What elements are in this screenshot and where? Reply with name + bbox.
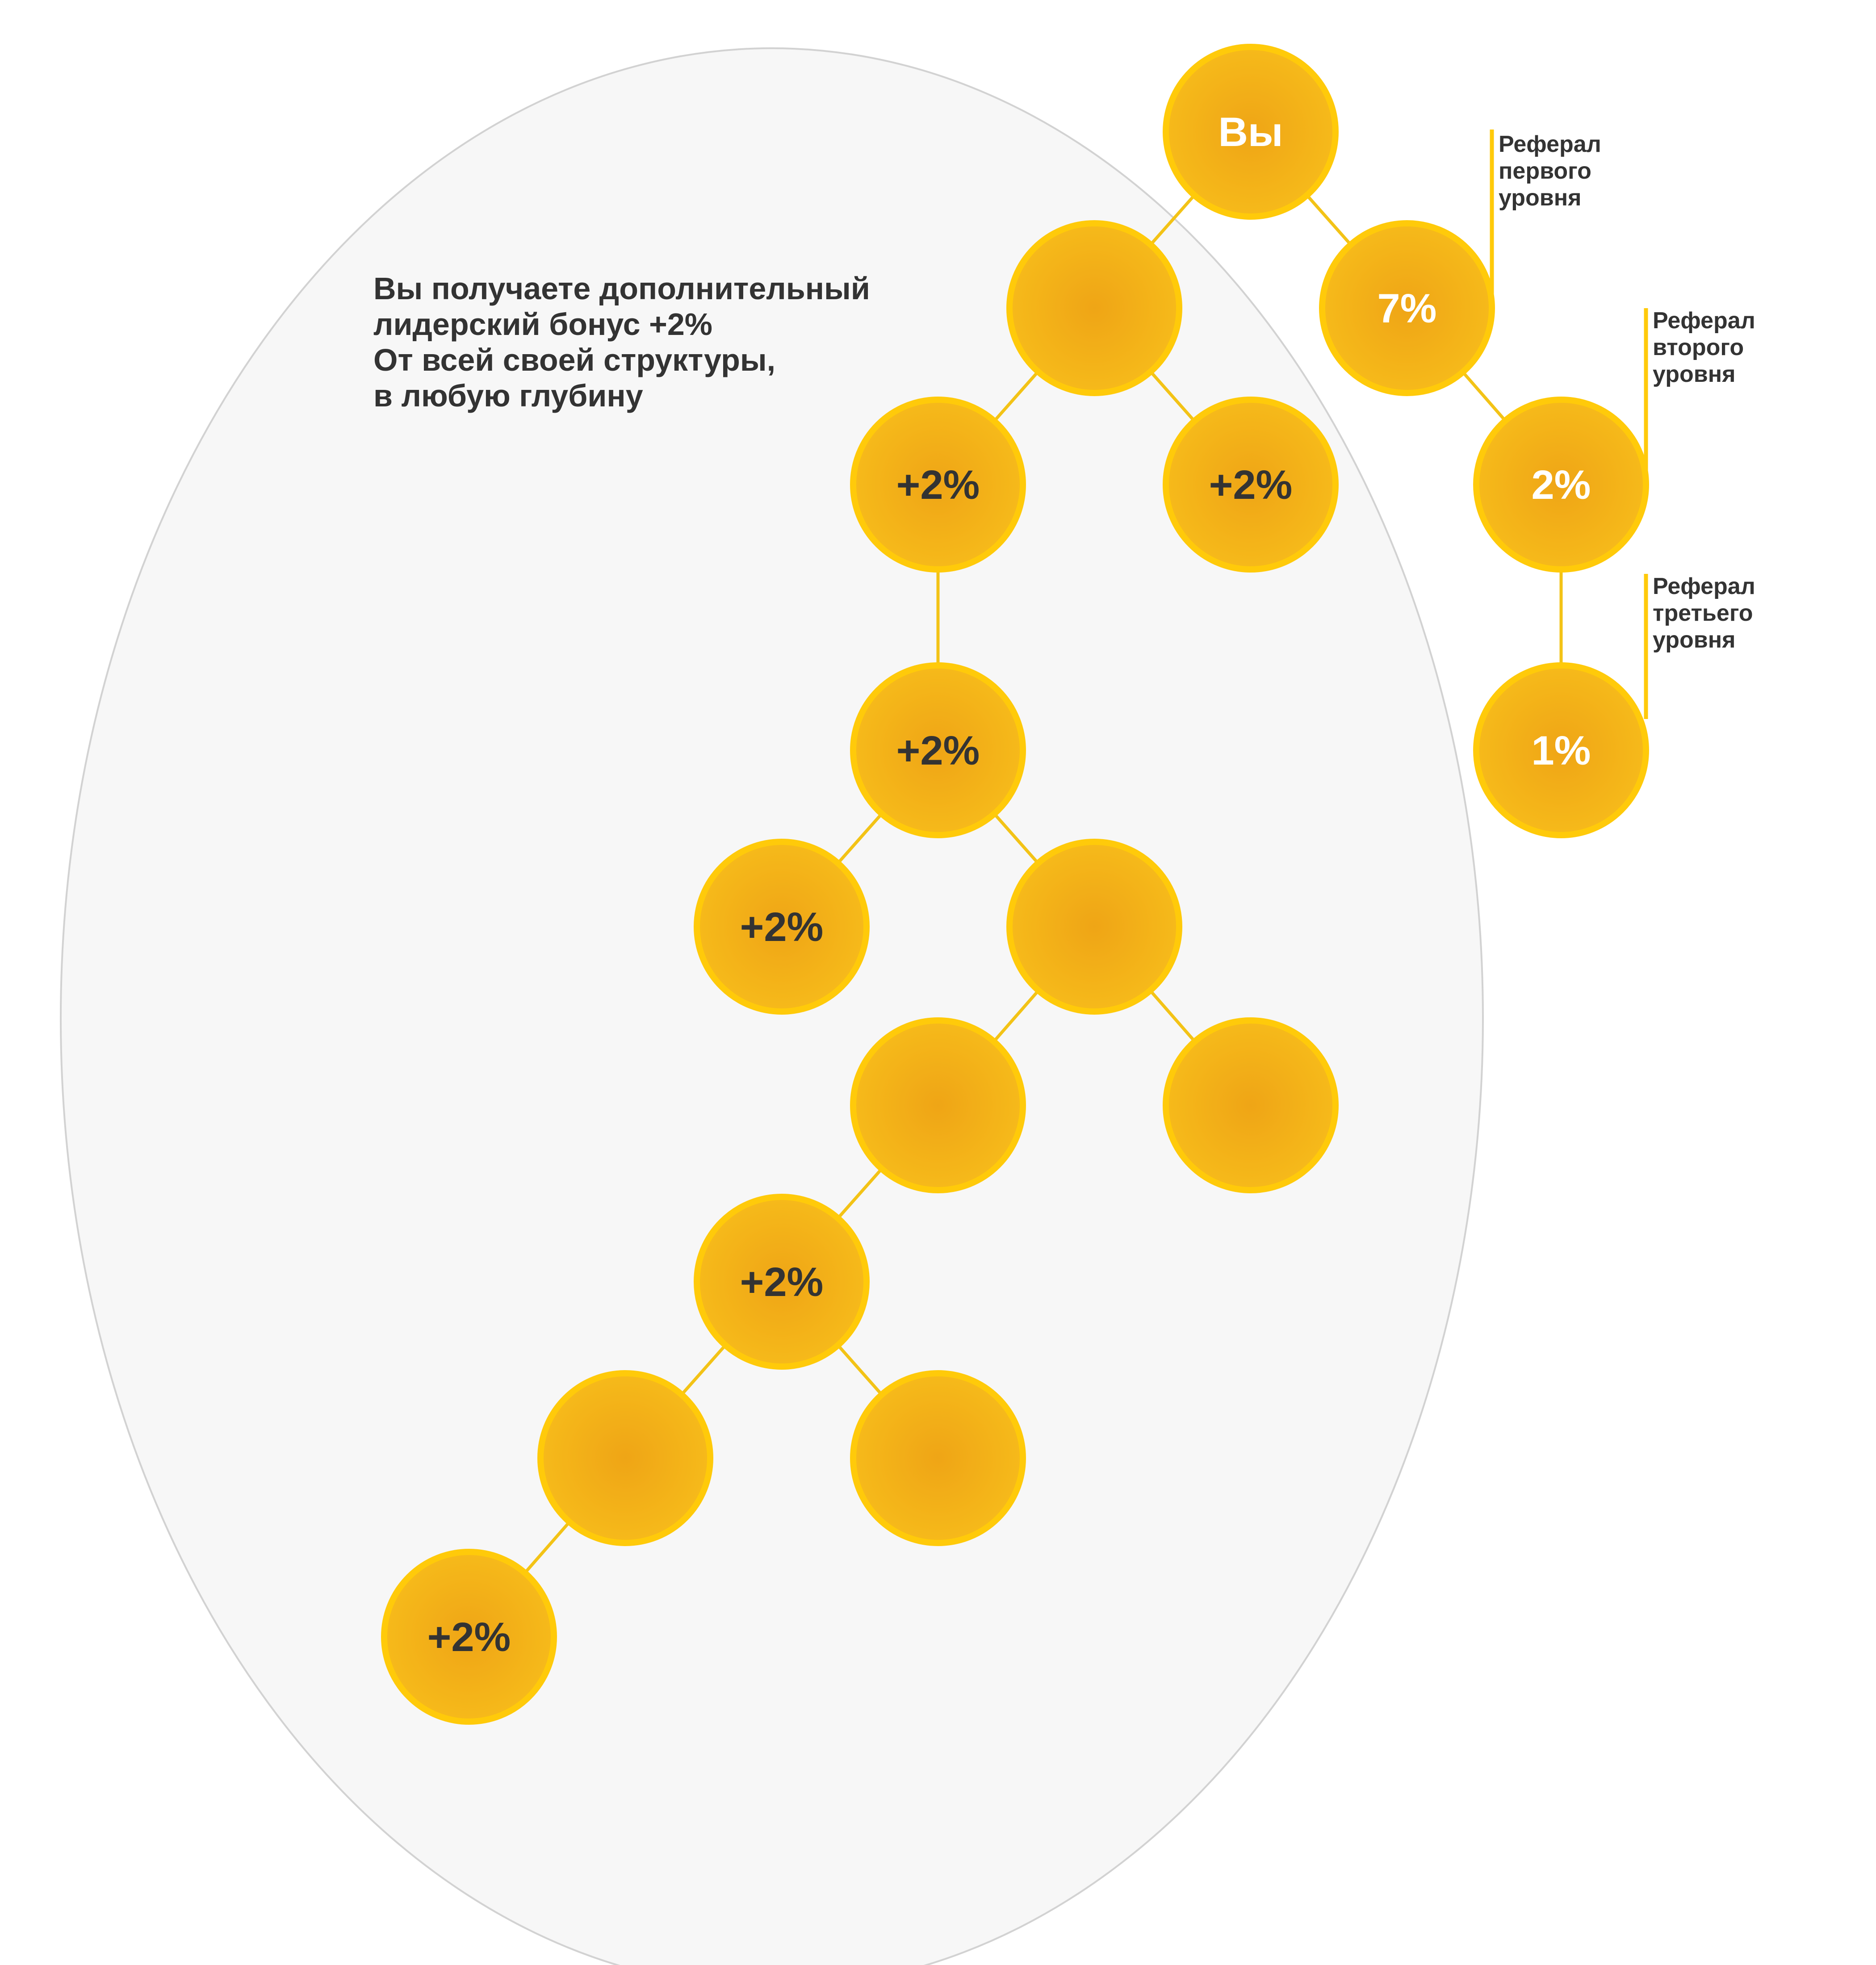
info-line: От всей своей структуры, <box>373 343 775 377</box>
node-label: +2% <box>1209 462 1293 508</box>
node-circle <box>850 662 1026 838</box>
node-circle <box>850 1370 1026 1546</box>
level-label-text: Реферал первого уровня <box>1499 131 1601 211</box>
tree-nodes: Вы 7% +2% +2% 2% +2% 1% +2% +2% +2% <box>381 44 1649 1725</box>
node-circle <box>1473 662 1649 838</box>
tree-node-left-l2-b: +2% <box>1163 397 1339 573</box>
node-label: 1% <box>1532 728 1591 773</box>
info-line: лидерский бонус +2% <box>373 307 712 342</box>
tree-node-you: Вы <box>1163 44 1339 220</box>
level-label-text: Реферал второго уровня <box>1653 308 1755 387</box>
tree-node-left-l5-a <box>850 1017 1026 1193</box>
tree-node-left-l4-b <box>1006 839 1182 1015</box>
leadership-bonus-text: Вы получаете дополнительный лидерский бо… <box>373 271 879 413</box>
tree-node-left-l8: +2% <box>381 1549 557 1725</box>
node-label: +2% <box>896 462 980 508</box>
level-label-line: второго <box>1653 334 1744 360</box>
node-label: 7% <box>1378 286 1437 331</box>
node-circle <box>1163 44 1339 220</box>
node-circle <box>1473 397 1649 573</box>
tree-node-ref-l3: 1% <box>1473 662 1649 838</box>
tree-node-left-l2-a: +2% <box>850 397 1026 573</box>
tree-node-ref-l1: 7% <box>1319 220 1495 396</box>
node-circle <box>694 839 870 1015</box>
level-label-line: Реферал <box>1499 131 1601 157</box>
node-circle <box>1163 397 1339 573</box>
node-circle <box>537 1370 713 1546</box>
node-circle <box>850 1017 1026 1193</box>
level-label-line: первого <box>1499 158 1591 184</box>
tree-node-left-l5-b <box>1163 1017 1339 1193</box>
info-line: в любую глубину <box>373 378 643 413</box>
node-label: 2% <box>1532 462 1591 508</box>
node-label: +2% <box>740 1259 824 1305</box>
side-label-level-1: Реферал первого уровня <box>1490 130 1601 322</box>
node-label: Вы <box>1218 109 1283 155</box>
node-circle <box>1319 220 1495 396</box>
level-label-line: уровня <box>1653 361 1735 387</box>
level-label-line: Реферал <box>1653 573 1755 599</box>
node-label: +2% <box>740 904 824 950</box>
tree-node-left-l1 <box>1006 220 1182 396</box>
level-label-line: третьего <box>1653 600 1753 626</box>
level-label-text: Реферал третьего уровня <box>1653 573 1755 653</box>
tree-node-left-l7-b <box>850 1370 1026 1546</box>
node-label: +2% <box>896 728 980 773</box>
node-circle <box>381 1549 557 1725</box>
level-label-line: Реферал <box>1653 308 1755 334</box>
node-circle <box>1006 220 1182 396</box>
node-circle <box>694 1194 870 1370</box>
tree-node-left-l4-a: +2% <box>694 839 870 1015</box>
node-label: +2% <box>427 1614 511 1660</box>
tree-node-ref-l2: 2% <box>1473 397 1649 573</box>
node-circle <box>1006 839 1182 1015</box>
side-label-level-3: Реферал третьего уровня <box>1644 573 1755 719</box>
node-circle <box>1163 1017 1339 1193</box>
level-label-line: уровня <box>1653 627 1735 653</box>
tree-node-left-l7-a <box>537 1370 713 1546</box>
info-line: Вы получаете дополнительный <box>373 271 870 306</box>
side-label-level-2: Реферал второго уровня <box>1644 308 1755 496</box>
tree-node-left-l6: +2% <box>694 1194 870 1370</box>
level-label-line: уровня <box>1499 185 1581 211</box>
tree-node-left-l3: +2% <box>850 662 1026 838</box>
node-circle <box>850 397 1026 573</box>
